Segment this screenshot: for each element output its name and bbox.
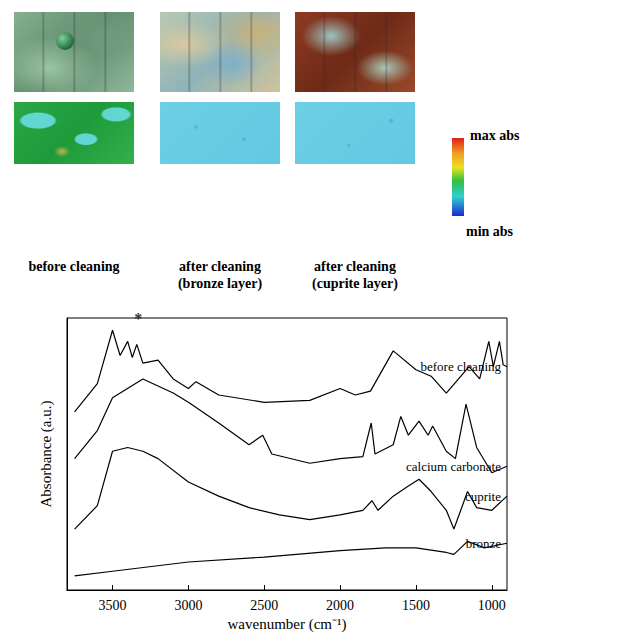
- html-text:after cleaning: after cleaning: [179, 259, 261, 274]
- svg-text:before cleaning: before cleaning: [421, 359, 502, 374]
- svg-text:2500: 2500: [250, 598, 278, 613]
- svg-text:cuprite: cuprite: [465, 489, 501, 504]
- html-text:before cleaning: before cleaning: [28, 259, 120, 274]
- svg-text:1500: 1500: [402, 598, 430, 613]
- svg-text:bronze: bronze: [466, 536, 502, 551]
- html-text:max abs: max abs: [470, 128, 520, 143]
- html-text:after cleaning: after cleaning: [314, 259, 396, 274]
- svg-text:1000: 1000: [478, 598, 506, 613]
- svg-text:wavenumber (cm⁻¹): wavenumber (cm⁻¹): [227, 616, 346, 633]
- svg-text:3500: 3500: [99, 598, 127, 613]
- svg-text:Absorbance (a.u.): Absorbance (a.u.): [38, 400, 55, 507]
- html-text:(cuprite layer): (cuprite layer): [312, 276, 398, 291]
- svg-text:*: *: [134, 310, 142, 327]
- html-text:min abs: min abs: [466, 224, 514, 239]
- svg-text:2000: 2000: [326, 598, 354, 613]
- svg-text:3000: 3000: [174, 598, 202, 613]
- html-text:(bronze layer): (bronze layer): [177, 276, 262, 291]
- svg-text:calcium carbonate: calcium carbonate: [406, 459, 501, 474]
